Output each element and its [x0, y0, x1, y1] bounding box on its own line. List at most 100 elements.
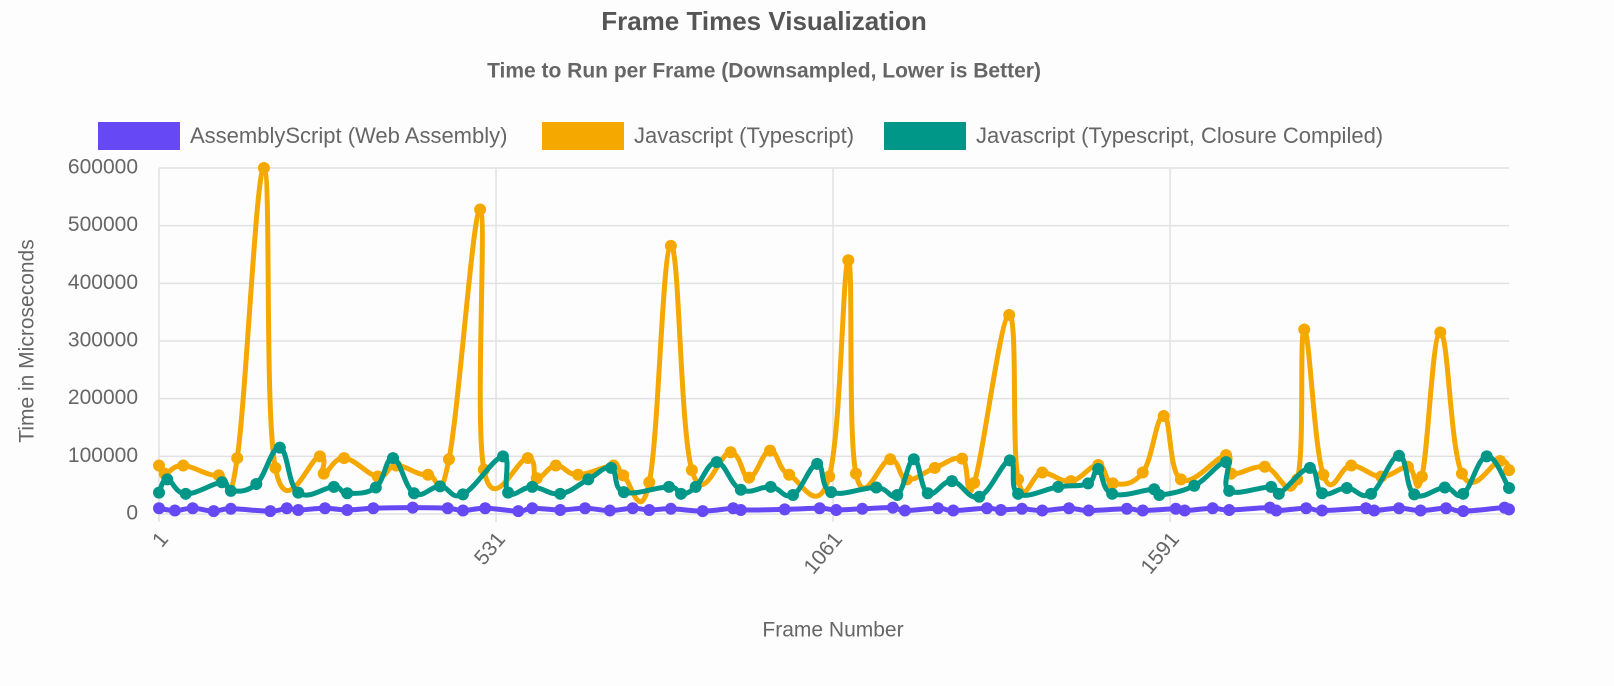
- y-tick-label: 200000: [68, 386, 138, 409]
- data-point: [1015, 502, 1028, 515]
- data-point: [1503, 482, 1515, 495]
- chart-subtitle: Time to Run per Frame (Downsampled, Lowe…: [487, 60, 1041, 83]
- data-point: [1082, 504, 1095, 517]
- data-point: [1062, 502, 1075, 515]
- data-point: [521, 452, 534, 465]
- data-point: [1220, 456, 1233, 469]
- data-point: [341, 487, 354, 500]
- data-point: [734, 503, 747, 516]
- legend-label: AssemblyScript (Web Assembly): [190, 123, 507, 148]
- data-point: [161, 473, 174, 486]
- data-point: [921, 487, 934, 500]
- data-point: [1317, 468, 1330, 481]
- data-point: [675, 487, 688, 500]
- legend-swatch: [542, 122, 624, 150]
- data-point: [764, 444, 777, 457]
- data-point: [1120, 502, 1133, 515]
- data-point: [502, 486, 515, 499]
- data-point: [710, 456, 723, 469]
- data-point: [898, 504, 911, 517]
- data-point: [1153, 488, 1166, 501]
- data-point: [582, 473, 595, 486]
- data-point: [168, 504, 181, 517]
- data-point: [526, 502, 539, 515]
- data-point: [1223, 503, 1236, 516]
- data-point: [554, 487, 567, 500]
- data-point: [605, 461, 618, 474]
- data-point: [1392, 502, 1405, 515]
- data-point: [980, 502, 993, 515]
- data-point: [1169, 502, 1182, 515]
- data-point: [1265, 480, 1278, 493]
- data-point: [643, 503, 656, 516]
- data-point: [177, 459, 190, 472]
- data-point: [369, 481, 382, 494]
- data-point: [1300, 502, 1313, 515]
- data-point: [968, 476, 981, 489]
- data-point: [441, 502, 454, 515]
- data-point: [1392, 449, 1405, 462]
- data-point: [456, 488, 469, 501]
- data-point: [1106, 477, 1119, 490]
- data-point: [1480, 450, 1493, 463]
- data-point: [1298, 323, 1311, 336]
- data-point: [1316, 504, 1329, 517]
- data-point: [1408, 488, 1421, 501]
- data-point: [1188, 479, 1201, 492]
- data-point: [685, 464, 698, 477]
- data-point: [1272, 487, 1285, 500]
- data-point: [1003, 309, 1016, 322]
- data-point: [603, 504, 616, 517]
- data-point: [264, 505, 277, 518]
- data-point: [549, 459, 562, 472]
- y-tick-label: 300000: [68, 329, 138, 352]
- data-point: [250, 478, 263, 491]
- data-point: [1415, 470, 1428, 483]
- data-point: [215, 476, 228, 489]
- data-point: [456, 504, 469, 517]
- data-point: [907, 453, 920, 466]
- y-tick-label: 600000: [68, 156, 138, 179]
- data-point: [764, 480, 777, 493]
- data-point: [743, 471, 756, 484]
- data-point: [1157, 409, 1170, 422]
- data-point: [884, 453, 897, 466]
- data-point: [1368, 504, 1381, 517]
- x-tick-label: 1591: [1136, 528, 1184, 579]
- data-point: [153, 502, 165, 515]
- data-point: [512, 505, 525, 518]
- data-point: [1455, 467, 1468, 480]
- y-tick-label: 100000: [68, 444, 138, 467]
- data-point: [1345, 459, 1358, 472]
- data-point: [579, 502, 592, 515]
- data-point: [269, 461, 282, 474]
- data-point: [474, 203, 487, 216]
- data-point: [1440, 502, 1453, 515]
- data-point: [387, 452, 400, 465]
- y-tick-label: 0: [126, 502, 138, 525]
- data-point: [1206, 502, 1219, 515]
- data-point: [231, 452, 244, 465]
- data-point: [224, 484, 237, 497]
- data-point: [825, 486, 838, 499]
- data-point: [292, 486, 305, 499]
- data-point: [273, 441, 286, 454]
- data-point: [407, 487, 420, 500]
- data-point: [891, 488, 904, 501]
- data-point: [973, 490, 986, 503]
- data-point: [1438, 481, 1451, 494]
- data-point: [928, 461, 941, 474]
- data-point: [1316, 487, 1329, 500]
- x-tick-label: 1: [148, 528, 173, 552]
- data-point: [1106, 487, 1119, 500]
- data-point: [280, 502, 293, 515]
- data-point: [554, 503, 567, 516]
- data-point: [526, 480, 539, 493]
- legend-label: Javascript (Typescript, Closure Compiled…: [976, 123, 1383, 148]
- data-point: [947, 504, 960, 517]
- data-point: [1340, 482, 1353, 495]
- data-point: [823, 470, 836, 483]
- y-axis-title: Time in Microseconds: [16, 239, 39, 442]
- data-point: [434, 480, 447, 493]
